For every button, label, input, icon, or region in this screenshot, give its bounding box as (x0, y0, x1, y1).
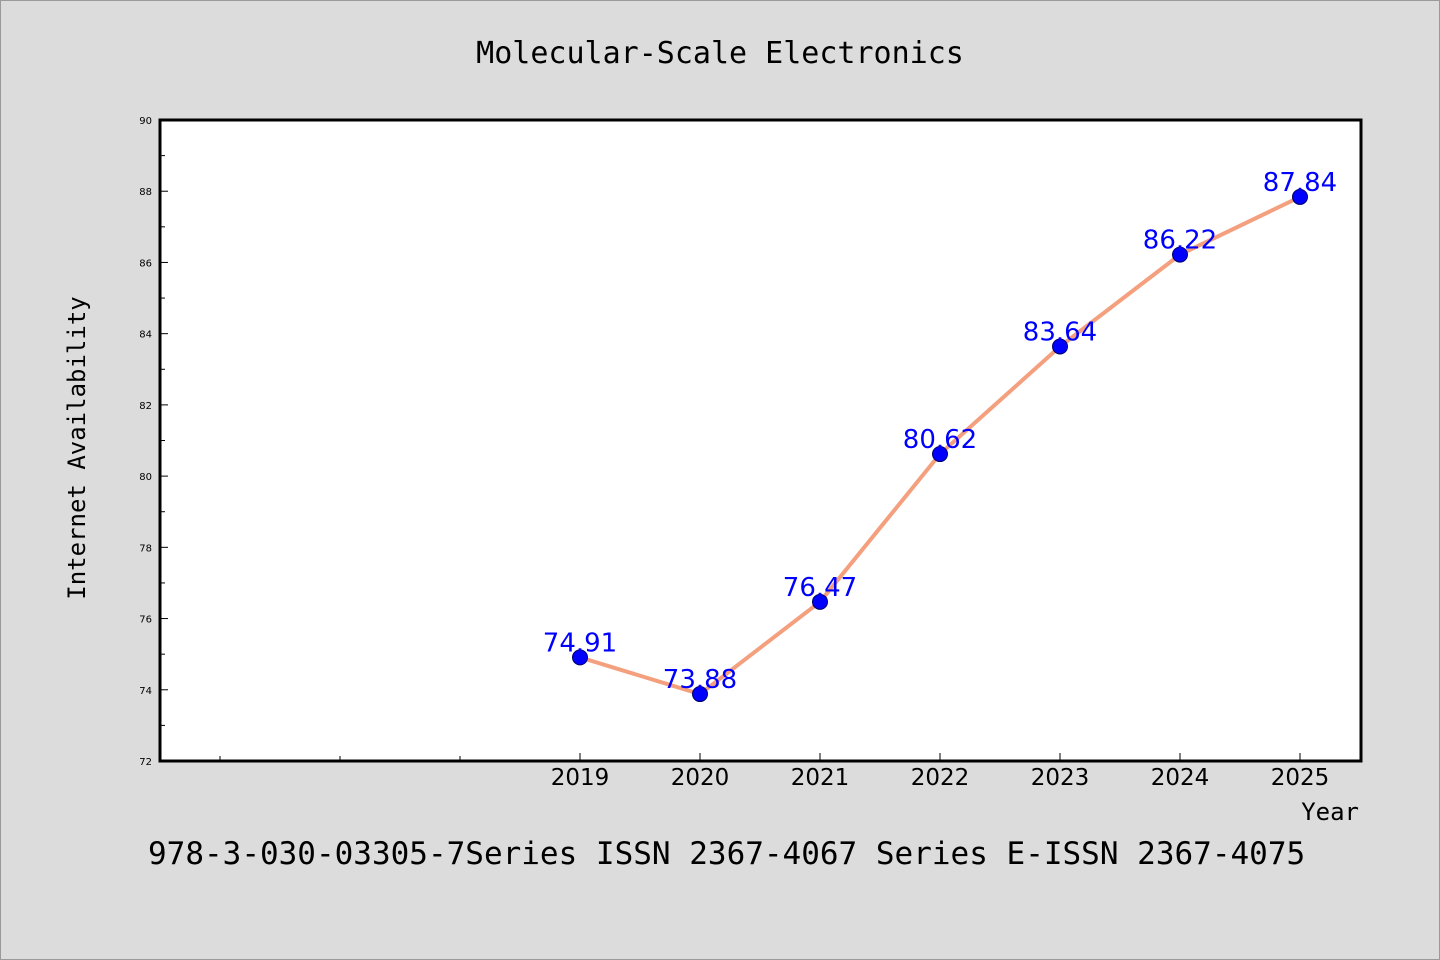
footer-text: 978-3-030-03305-7Series ISSN 2367-4067 S… (148, 836, 1305, 872)
data-labels-group: 74.91 73.88 76.47 80.62 83.64 86.22 87.84 (543, 168, 1337, 695)
data-point (692, 686, 708, 703)
x-tick-label: 2025 (1271, 765, 1330, 791)
y-tick-label: 90 (139, 116, 152, 127)
y-tick-label: 80 (139, 472, 152, 483)
data-point (812, 593, 828, 610)
data-point (1052, 338, 1068, 355)
x-tick-label: 2019 (551, 765, 610, 791)
y-axis-label: Internet Availability (63, 296, 91, 599)
x-tick-label: 2024 (1151, 765, 1210, 791)
data-label: 83.64 (1023, 317, 1097, 347)
data-label: 74.91 (543, 628, 617, 658)
y-tick-label: 72 (139, 757, 152, 768)
x-axis-ticks: 2019 2020 2021 2022 2023 2024 2025 (219, 753, 1330, 791)
data-label: 87.84 (1263, 168, 1337, 198)
y-axis-ticks: 72 74 76 78 80 82 84 86 88 90 (139, 116, 168, 768)
data-label: 86.22 (1143, 226, 1217, 256)
y-tick-label: 82 (139, 401, 152, 412)
y-tick-label: 86 (139, 258, 152, 269)
x-tick-label: 2022 (911, 765, 970, 791)
data-point (1172, 246, 1188, 263)
x-tick-label: 2020 (671, 765, 730, 791)
data-label: 76.47 (783, 573, 857, 603)
chart-title: Molecular-Scale Electronics (476, 36, 964, 71)
data-label: 80.62 (903, 425, 977, 455)
data-point (932, 446, 948, 463)
y-tick-label: 74 (139, 686, 152, 697)
data-point (1292, 188, 1308, 205)
x-tick-label: 2021 (791, 765, 850, 791)
data-label: 73.88 (663, 665, 737, 695)
y-tick-label: 78 (139, 543, 152, 554)
data-point (572, 649, 588, 666)
x-tick-label: 2023 (1031, 765, 1090, 791)
y-tick-label: 76 (139, 615, 152, 626)
series-group (572, 188, 1308, 703)
y-tick-label: 88 (139, 187, 152, 198)
plot-area (158, 118, 1363, 763)
y-tick-label: 84 (139, 330, 152, 341)
x-axis-label: Year (1301, 798, 1359, 826)
